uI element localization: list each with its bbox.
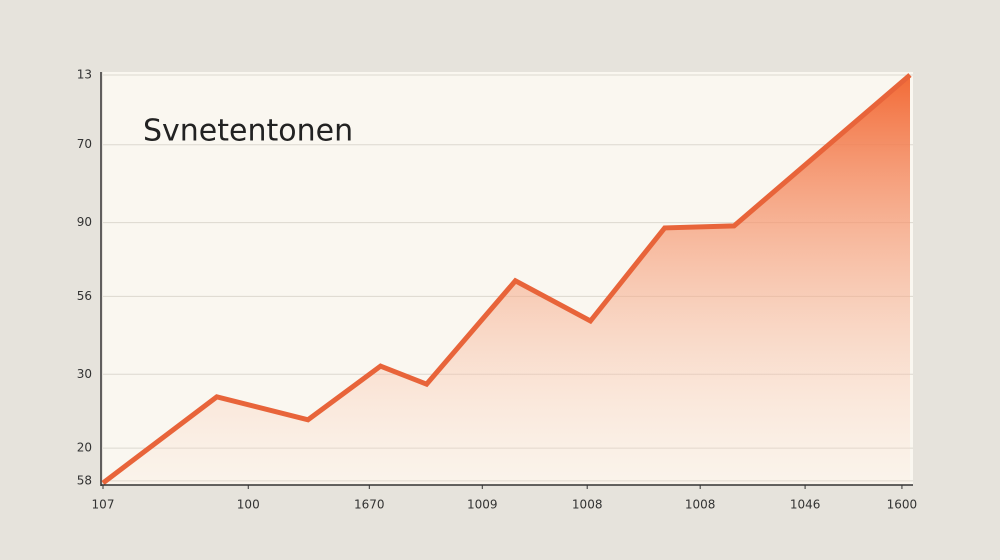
y-tick-label: 30: [77, 367, 92, 381]
x-tick-label: 1046: [790, 498, 821, 512]
y-tick-label: 70: [77, 137, 92, 151]
x-tick-label: 1008: [572, 498, 603, 512]
y-tick-label: 56: [77, 289, 92, 303]
line: [101, 73, 912, 485]
chart-title: Svnetentonen: [143, 114, 353, 149]
y-tick-label: 58: [77, 473, 92, 487]
marks: [101, 73, 912, 485]
y-tick-label: 90: [77, 215, 92, 229]
x-tick-label: 1009: [467, 498, 498, 512]
y-tick-label: 20: [77, 441, 92, 455]
area: [103, 75, 910, 485]
x-tick-label: 1670: [354, 498, 385, 512]
x-tick-label: 107: [92, 498, 115, 512]
x-tick-label: 1008: [685, 498, 716, 512]
x-tick-label: 1600: [887, 498, 918, 512]
x-tick-label: 100: [237, 498, 260, 512]
y-tick-label: 13: [77, 68, 92, 82]
